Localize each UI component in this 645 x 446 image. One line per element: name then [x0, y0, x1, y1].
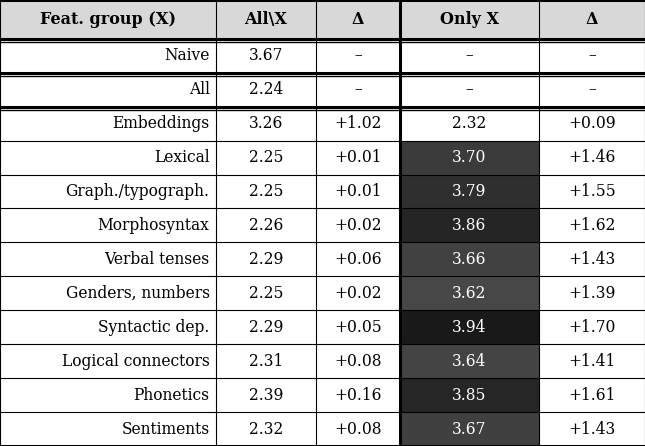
Text: Phonetics: Phonetics [134, 387, 210, 404]
Text: Embeddings: Embeddings [112, 115, 210, 132]
Text: Syntactic dep.: Syntactic dep. [98, 319, 210, 336]
Text: Δ: Δ [586, 11, 598, 28]
Text: +0.02: +0.02 [334, 285, 382, 302]
Text: 2.29: 2.29 [249, 319, 283, 336]
Text: 2.24: 2.24 [249, 81, 283, 98]
Text: +0.05: +0.05 [334, 319, 382, 336]
Text: 3.70: 3.70 [452, 149, 486, 166]
Bar [400, 107, 539, 140]
Text: All\X: All\X [244, 11, 288, 28]
Bar [400, 208, 539, 242]
Text: +1.02: +1.02 [334, 115, 382, 132]
Text: –: – [466, 81, 473, 98]
Text: 3.79: 3.79 [452, 183, 486, 200]
Text: –: – [466, 47, 473, 64]
Bar [400, 412, 539, 446]
Text: +0.08: +0.08 [334, 421, 382, 438]
Text: 3.86: 3.86 [452, 217, 486, 234]
Bar [400, 277, 539, 310]
Text: +1.55: +1.55 [568, 183, 616, 200]
Text: All: All [188, 81, 210, 98]
Text: +1.46: +1.46 [568, 149, 615, 166]
Bar [400, 243, 539, 277]
Text: Genders, numbers: Genders, numbers [66, 285, 210, 302]
Text: –: – [588, 47, 595, 64]
Text: +1.61: +1.61 [568, 387, 615, 404]
Text: 3.64: 3.64 [452, 353, 486, 370]
Text: Only X: Only X [440, 11, 499, 28]
Text: +0.06: +0.06 [334, 251, 382, 268]
Text: +0.08: +0.08 [334, 353, 382, 370]
Bar [400, 378, 539, 412]
Text: Verbal tenses: Verbal tenses [104, 251, 210, 268]
Text: –: – [354, 47, 362, 64]
Bar [400, 310, 539, 344]
Text: +1.70: +1.70 [568, 319, 615, 336]
Text: 3.67: 3.67 [452, 421, 486, 438]
Bar [0, 0, 645, 39]
Text: +1.62: +1.62 [568, 217, 615, 234]
Text: Lexical: Lexical [154, 149, 210, 166]
Bar [400, 140, 539, 174]
Text: +0.09: +0.09 [568, 115, 615, 132]
Text: –: – [588, 81, 595, 98]
Text: +0.01: +0.01 [334, 183, 382, 200]
Text: 2.29: 2.29 [249, 251, 283, 268]
Text: Sentiments: Sentiments [121, 421, 210, 438]
Text: +0.01: +0.01 [334, 149, 382, 166]
Text: 2.25: 2.25 [249, 183, 283, 200]
Text: Logical connectors: Logical connectors [62, 353, 210, 370]
Bar [400, 344, 539, 378]
Text: 2.32: 2.32 [249, 421, 283, 438]
Text: 2.39: 2.39 [249, 387, 283, 404]
Text: Δ: Δ [352, 11, 364, 28]
Text: +0.02: +0.02 [334, 217, 382, 234]
Text: +1.39: +1.39 [568, 285, 615, 302]
Text: Morphosyntax: Morphosyntax [98, 217, 210, 234]
Text: 2.25: 2.25 [249, 149, 283, 166]
Text: 2.26: 2.26 [249, 217, 283, 234]
Text: 3.66: 3.66 [452, 251, 486, 268]
Text: 3.26: 3.26 [249, 115, 283, 132]
Text: Feat. group (X): Feat. group (X) [40, 11, 176, 28]
Text: 2.25: 2.25 [249, 285, 283, 302]
Text: 3.62: 3.62 [452, 285, 486, 302]
Text: 2.32: 2.32 [452, 115, 486, 132]
Text: +1.41: +1.41 [568, 353, 615, 370]
Text: +0.16: +0.16 [334, 387, 382, 404]
Text: –: – [354, 81, 362, 98]
Bar [400, 174, 539, 208]
Text: 2.31: 2.31 [249, 353, 283, 370]
Text: Graph./typograph.: Graph./typograph. [66, 183, 210, 200]
Text: 3.85: 3.85 [452, 387, 486, 404]
Text: Naive: Naive [164, 47, 210, 64]
Text: 3.94: 3.94 [452, 319, 486, 336]
Text: 3.67: 3.67 [249, 47, 283, 64]
Text: +1.43: +1.43 [568, 421, 615, 438]
Text: +1.43: +1.43 [568, 251, 615, 268]
